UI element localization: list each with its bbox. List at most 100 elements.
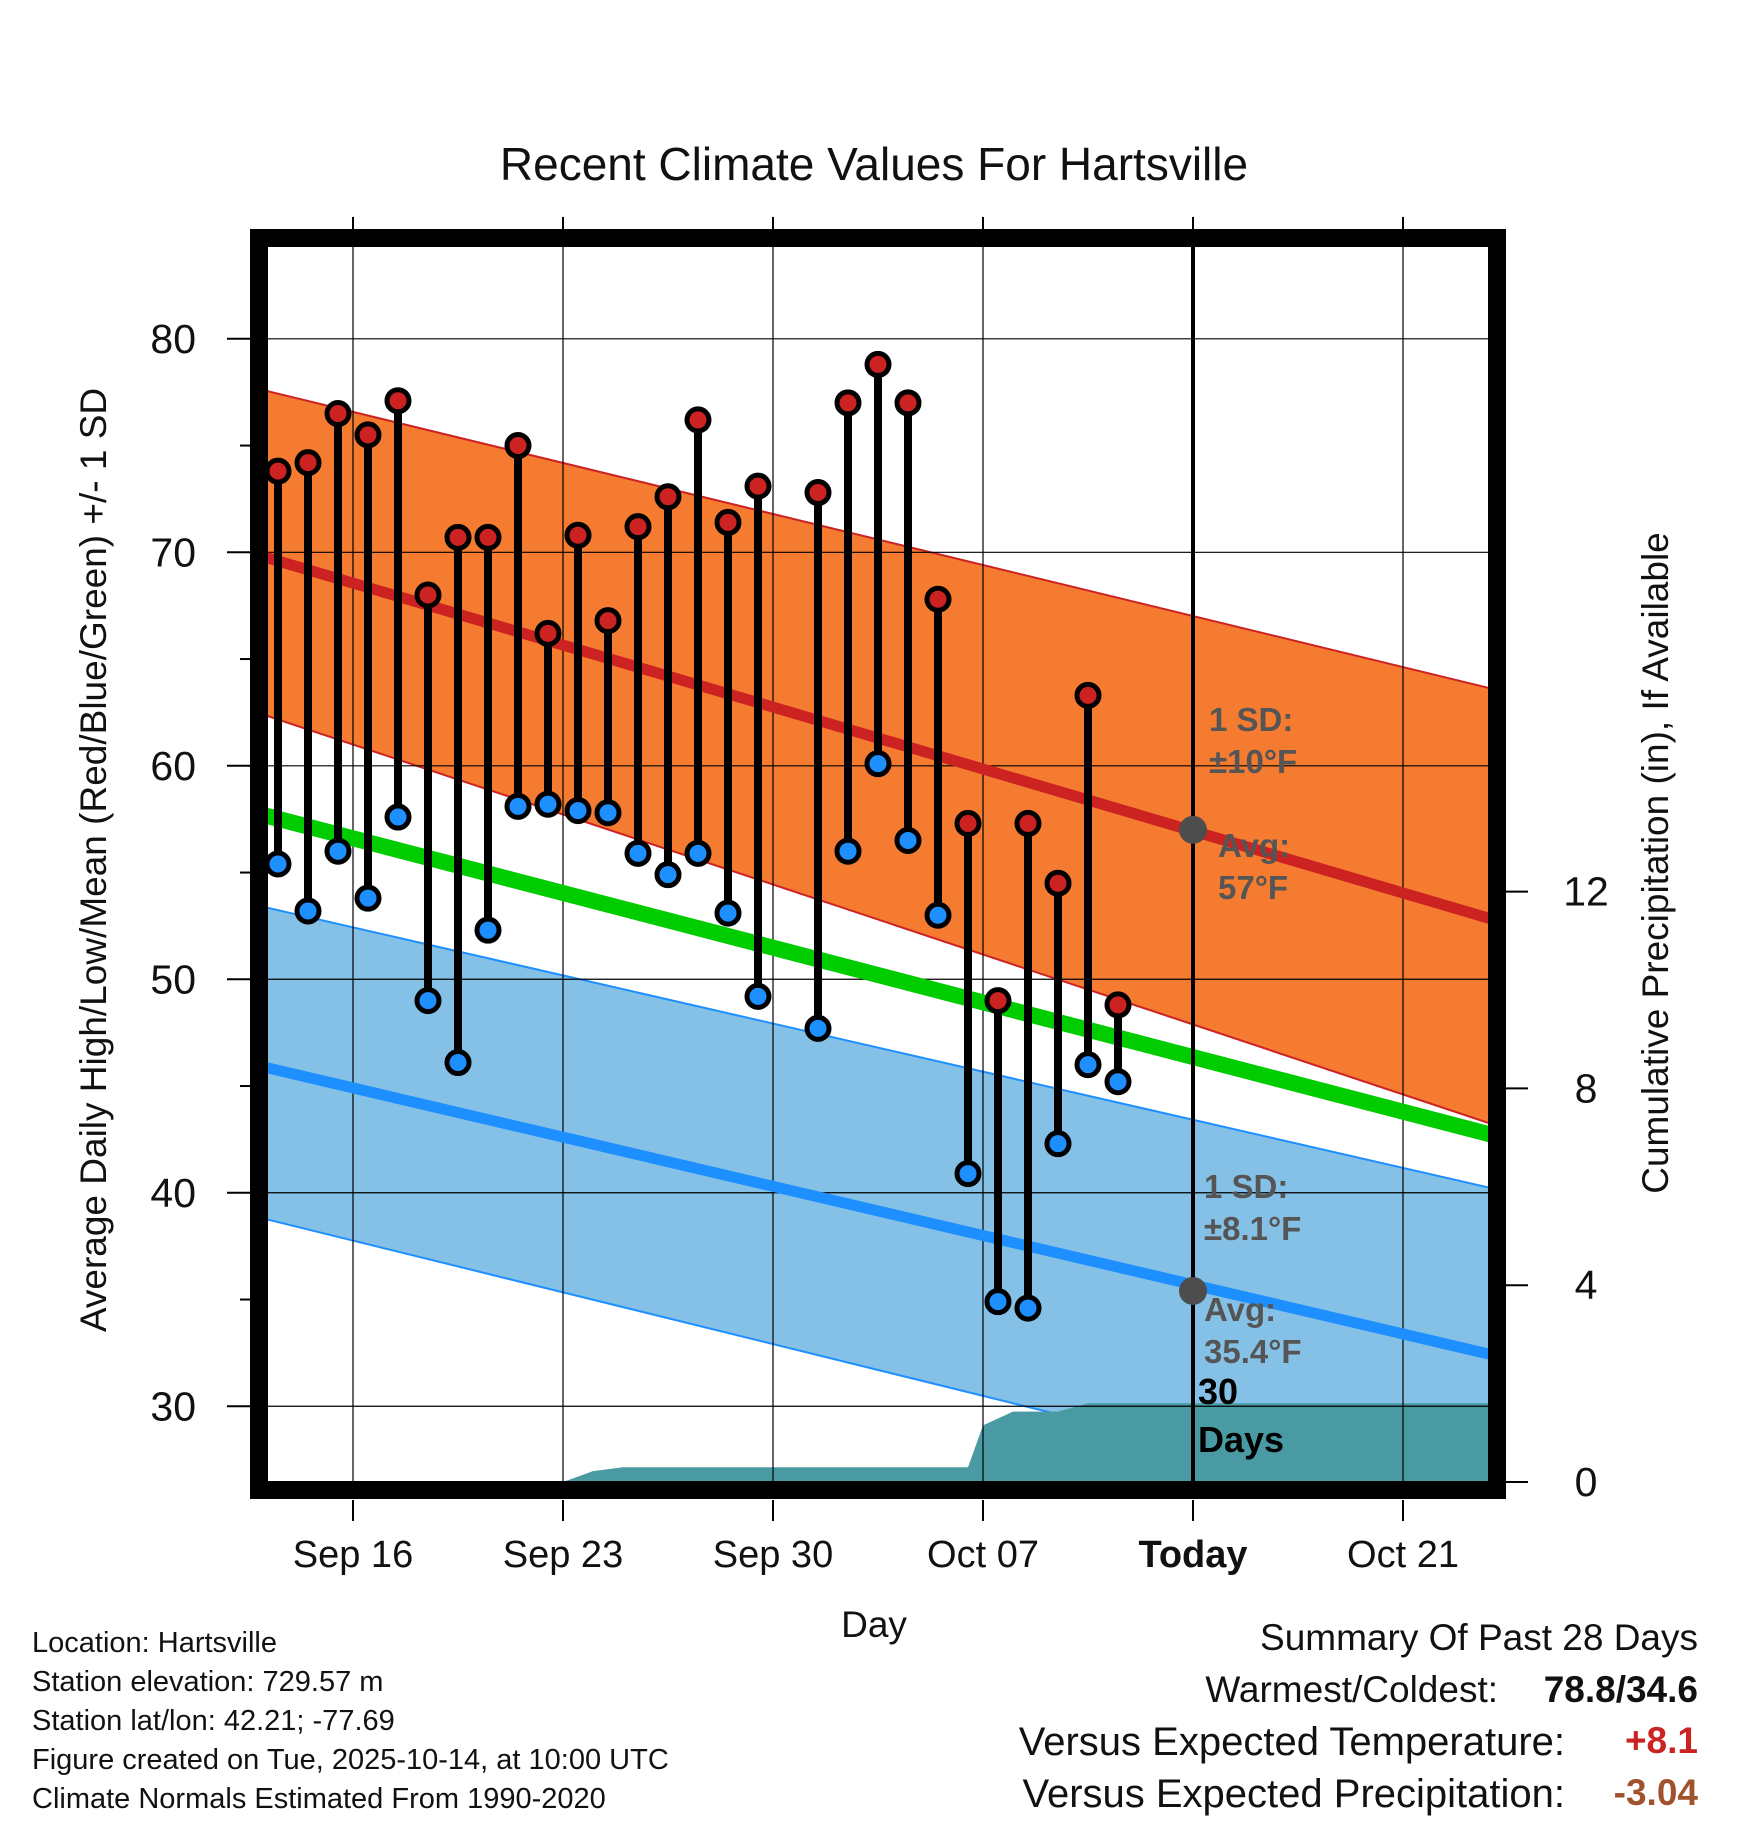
high-point [268, 457, 292, 485]
low-point [654, 861, 682, 889]
period-label-line: 30 [1198, 1371, 1238, 1412]
high-point [804, 479, 832, 507]
y-tick-label: 70 [150, 529, 196, 575]
period-label-line: Days [1198, 1419, 1284, 1460]
high-point [414, 581, 442, 609]
high-sd-annotation-line: 1 SD: [1209, 701, 1293, 738]
y2-axis-label: Cumulative Precipitation (in), If Availa… [1635, 532, 1676, 1194]
summary-title: Summary Of Past 28 Days [1260, 1617, 1698, 1658]
y2-tick-label: 12 [1563, 869, 1609, 915]
footer-location: Location: Hartsville [32, 1627, 277, 1659]
low-point [504, 792, 532, 820]
low-point [954, 1160, 982, 1188]
high-point [894, 389, 922, 417]
x-tick-label: Oct 21 [1347, 1534, 1459, 1576]
summary-precip-label: Versus Expected Precipitation: [1022, 1772, 1565, 1816]
y-axis-label: Average Daily High/Low/Mean (Red/Blue/Gr… [73, 388, 114, 1332]
high-point [924, 585, 952, 613]
x-axis-label: Day [841, 1604, 907, 1645]
summary-precip-value: -3.04 [1613, 1772, 1698, 1813]
low-point [804, 1014, 832, 1042]
y-tick-label: 80 [150, 316, 196, 362]
low-point [714, 899, 742, 927]
low-point [294, 897, 322, 925]
footer-latlon: Station lat/lon: 42.21; -77.69 [32, 1705, 395, 1737]
low-point [894, 827, 922, 855]
y-tick-label: 60 [150, 743, 196, 789]
normal-mean-line [268, 807, 1488, 1143]
low-point [414, 987, 442, 1015]
normal-low-line [268, 1062, 1488, 1360]
high-point [1014, 809, 1042, 837]
low-point [1044, 1130, 1072, 1158]
chart-title: Recent Climate Values For Hartsville [500, 138, 1248, 190]
low-point [1074, 1051, 1102, 1079]
summary-warm-cold-value: 78.8/34.6 [1543, 1669, 1698, 1710]
x-tick-label: Oct 07 [927, 1534, 1039, 1576]
y-tick-label: 40 [150, 1170, 196, 1216]
high-point [984, 987, 1012, 1015]
high-point [654, 483, 682, 511]
low-avg-annotation-line: 35.4°F [1204, 1333, 1302, 1370]
low-point [984, 1288, 1012, 1316]
low-avg-annotation: Avg: 35.4°F [1204, 1291, 1302, 1370]
y2-tick-label: 4 [1575, 1262, 1598, 1308]
plot-frame [250, 229, 1506, 1499]
high-sd-annotation-line: ±10°F [1209, 743, 1297, 780]
footer-elevation: Station elevation: 729.57 m [32, 1666, 384, 1698]
footer-normals: Climate Normals Estimated From 1990-2020 [32, 1783, 606, 1815]
footer-created: Figure created on Tue, 2025-10-14, at 10… [32, 1744, 669, 1776]
low-point [594, 799, 622, 827]
high-point [1074, 681, 1102, 709]
period-label: 30 Days [1198, 1371, 1284, 1460]
high-point [354, 421, 382, 449]
high-point [564, 521, 592, 549]
low-avg-annotation-line: Avg: [1204, 1291, 1276, 1328]
high-point [624, 513, 652, 541]
low-point [474, 916, 502, 944]
low-point [744, 982, 772, 1010]
high-point [294, 449, 322, 477]
high-point [444, 523, 472, 551]
low-point [564, 797, 592, 825]
low-point [924, 901, 952, 929]
low-point [684, 839, 712, 867]
high-point [684, 406, 712, 434]
summary-temp-value: +8.1 [1624, 1720, 1698, 1761]
plot-area [268, 247, 1488, 1481]
low-point [324, 837, 352, 865]
summary-warm-cold-label: Warmest/Coldest: [1205, 1669, 1498, 1710]
summary-temp-label: Versus Expected Temperature: [1018, 1720, 1565, 1764]
high-point [474, 523, 502, 551]
high-point [504, 432, 532, 460]
high-sd-annotation: 1 SD: ±10°F [1209, 701, 1297, 780]
x-tick-label: Sep 16 [293, 1534, 413, 1576]
low-point [268, 850, 292, 878]
low-point [834, 837, 862, 865]
low-sd-band [268, 906, 1488, 1481]
high-point [714, 508, 742, 536]
y2-tick-label: 0 [1575, 1459, 1598, 1505]
x-tick-label: Sep 23 [503, 1534, 623, 1576]
high-point [834, 389, 862, 417]
low-point [864, 750, 892, 778]
y2-tick-label: 8 [1575, 1065, 1598, 1111]
high-avg-annotation-line: Avg: [1218, 827, 1290, 864]
low-sd-annotation: 1 SD: ±8.1°F [1204, 1168, 1301, 1247]
high-avg-annotation: Avg: 57°F [1218, 827, 1290, 906]
x-tick-label: Sep 30 [713, 1534, 833, 1576]
high-avg-annotation-line: 57°F [1218, 869, 1288, 906]
high-point [594, 607, 622, 635]
low-point [1014, 1294, 1042, 1322]
high-point [384, 387, 412, 415]
low-point [444, 1049, 472, 1077]
high-point [744, 472, 772, 500]
today-high-avg-marker [1179, 815, 1207, 844]
low-point [534, 790, 562, 818]
low-sd-annotation-line: 1 SD: [1204, 1168, 1288, 1205]
y-tick-label: 50 [150, 956, 196, 1002]
low-point [1104, 1068, 1132, 1096]
low-point [384, 803, 412, 831]
low-point [624, 839, 652, 867]
high-point [864, 350, 892, 378]
